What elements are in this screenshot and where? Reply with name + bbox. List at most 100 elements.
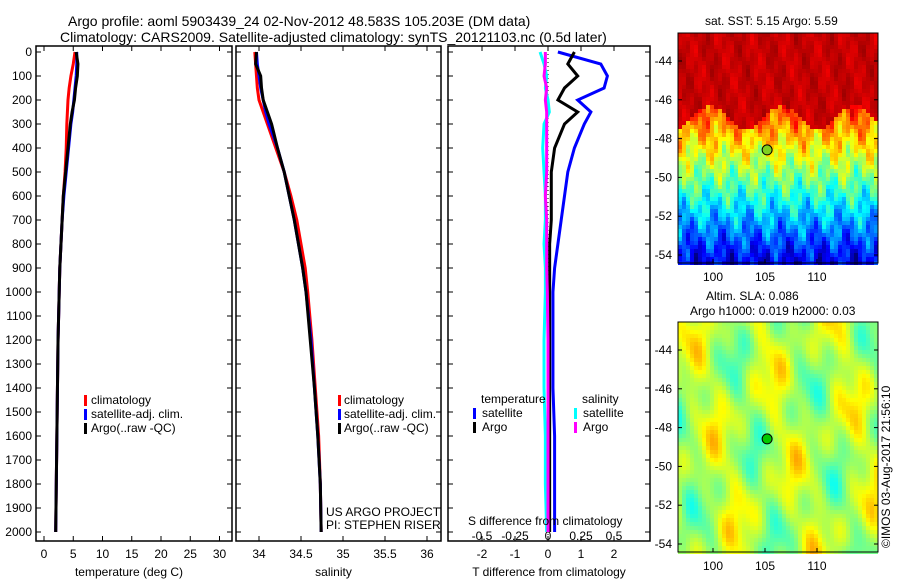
map-cell (758, 197, 762, 201)
x-tick-label: 35.5 (373, 547, 397, 561)
map-cell (810, 41, 814, 45)
map-cell (850, 61, 854, 65)
map-cell (686, 125, 690, 129)
map-cell (750, 390, 754, 394)
map-cell (806, 69, 810, 73)
map-cell (730, 406, 734, 410)
map-cell (858, 233, 862, 237)
map-cell (782, 33, 786, 37)
map-cell (826, 245, 830, 249)
map-cell (742, 69, 746, 73)
map-cell (690, 245, 694, 249)
map-cell (686, 229, 690, 233)
map-cell (714, 370, 718, 374)
map-cell (694, 406, 698, 410)
map-cell (854, 117, 858, 121)
map-cell (874, 45, 878, 49)
map-cell (802, 53, 806, 57)
map-cell (842, 350, 846, 354)
map-cell (770, 442, 774, 446)
map-cell (686, 45, 690, 49)
map-cell (702, 382, 706, 386)
map-cell (822, 446, 826, 450)
map-cell (814, 253, 818, 257)
map-cell (758, 89, 762, 93)
map-cell (726, 89, 730, 93)
map-cell (842, 89, 846, 93)
map-cell (794, 229, 798, 233)
map-cell (730, 334, 734, 338)
map-cell (770, 53, 774, 57)
map-cell (794, 169, 798, 173)
map-cell (802, 213, 806, 217)
map-cell (718, 129, 722, 133)
map-cell (722, 141, 726, 145)
map-cell (802, 209, 806, 213)
map-cell (722, 173, 726, 177)
map-cell (718, 97, 722, 101)
map-cell (766, 217, 770, 221)
map-cell (846, 73, 850, 77)
map-cell (846, 81, 850, 85)
map-cell (682, 237, 686, 241)
map-cell (770, 342, 774, 346)
map-cell (730, 49, 734, 53)
map-cell (810, 57, 814, 61)
map-cell (742, 450, 746, 454)
map-cell (702, 37, 706, 41)
map-cell (790, 330, 794, 334)
map-cell (722, 93, 726, 97)
map-cell (678, 342, 682, 346)
map-cell (702, 113, 706, 117)
map-cell (758, 37, 762, 41)
map-cell (798, 326, 802, 330)
map-cell (782, 442, 786, 446)
map-cell (842, 149, 846, 153)
map-cell (806, 374, 810, 378)
map-cell (830, 229, 834, 233)
map-cell (850, 101, 854, 105)
map-cell (722, 81, 726, 85)
map-cell (850, 117, 854, 121)
map-cell (742, 350, 746, 354)
map-cell (706, 177, 710, 181)
map-cell (778, 105, 782, 109)
map-cell (750, 366, 754, 370)
map-cell (730, 45, 734, 49)
map-cell (786, 406, 790, 410)
map-cell (706, 37, 710, 41)
map-cell (698, 225, 702, 229)
map-cell (818, 165, 822, 169)
map-cell (798, 197, 802, 201)
map-cell (782, 462, 786, 466)
map-cell (862, 350, 866, 354)
map-cell (850, 338, 854, 342)
map-cell (818, 113, 822, 117)
map-cell (778, 173, 782, 177)
map-cell (766, 229, 770, 233)
map-cell (738, 49, 742, 53)
map-cell (762, 185, 766, 189)
map-cell (754, 73, 758, 77)
map-cell (826, 430, 830, 434)
map-cell (802, 77, 806, 81)
map-cell (802, 390, 806, 394)
map-cell (850, 466, 854, 470)
map-cell (702, 93, 706, 97)
map-cell (806, 330, 810, 334)
map-cell (766, 141, 770, 145)
map-cell (682, 149, 686, 153)
map-cell (734, 133, 738, 137)
map-cell (746, 225, 750, 229)
map-cell (722, 402, 726, 406)
map-cell (870, 185, 874, 189)
map-cell (806, 249, 810, 253)
map-cell (850, 89, 854, 93)
map-cell (698, 442, 702, 446)
map-cell (858, 217, 862, 221)
map-cell (750, 125, 754, 129)
map-cell (774, 462, 778, 466)
map-cell (690, 213, 694, 217)
map-cell (798, 189, 802, 193)
